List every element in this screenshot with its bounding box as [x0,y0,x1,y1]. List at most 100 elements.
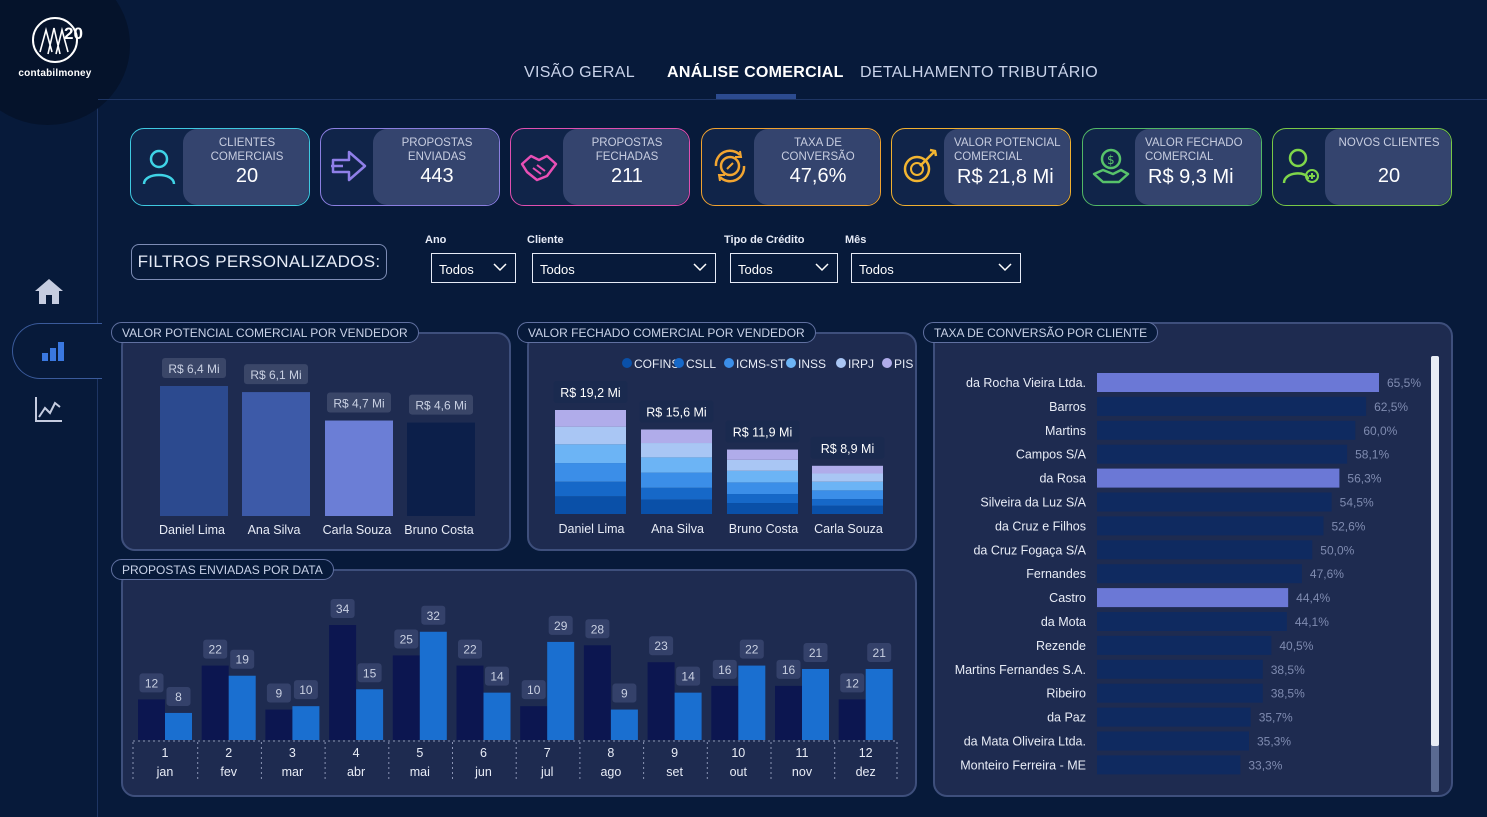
legend-label: PIS [894,357,913,371]
header-divider [98,99,1487,100]
potencial-label-bg [327,392,391,413]
propostas-data-label: 22 [463,643,477,657]
propostas-label-bg [485,666,509,686]
conversao-client-label: da Rocha Vieira Ltda. [966,376,1086,390]
conversao-data-label: 58,1% [1355,448,1389,462]
fechado-segment [555,410,626,427]
propostas-label-bg [739,639,764,659]
propostas-label-bg [357,663,382,683]
kpi-novos-clientes: NOVOS CLIENTES 20 [1272,128,1452,206]
tab-visao-geral[interactable]: VISÃO GERAL [524,64,635,81]
propostas-bar [292,706,320,740]
conversao-client-label: da Paz [1047,711,1086,725]
propostas-label-bg [521,680,546,700]
propostas-data-label: 32 [427,609,441,623]
conversao-client-label: Campos S/A [1016,448,1087,462]
conversao-bar [1097,612,1287,631]
fechado-segment [727,503,798,514]
propostas-month-number: 7 [544,746,551,760]
propostas-data-label: 22 [209,643,223,657]
conversao-data-label: 50,0% [1320,543,1354,557]
panel-propostas-data [121,569,917,797]
kpi-clientes-comerciais: CLIENTES COMERCIAIS 20 [130,128,310,206]
filter-tipo-credito-select[interactable]: Todos [730,253,838,283]
propostas-bar [802,668,829,740]
potencial-category-label: Carla Souza [323,523,392,537]
fechado-segment [555,426,626,445]
conversao-client-label: da Cruz e Filhos [995,519,1086,533]
conversao-bar [1097,659,1263,679]
potencial-data-label: R$ 4,7 Mi [333,397,384,411]
propostas-label-bg [776,659,801,679]
fechado-segment [641,443,712,458]
active-tab-indicator [716,94,796,99]
sidebar-item-trend[interactable] [0,384,98,434]
tab-analise-comercial[interactable]: ANÁLISE COMERCIAL [667,64,844,81]
fechado-segment [727,494,798,504]
fechado-segment [641,457,712,473]
add-user-icon [1282,148,1319,184]
conversao-client-label: Castro [1049,591,1086,605]
propostas-label-bg [676,666,701,686]
fechado-label-bg [810,436,885,459]
conversao-bar [1097,564,1302,584]
sidebar: 20 contabilmoney [0,0,130,817]
kpi-propostas-fechadas: PROPOSTAS FECHADAS 211 [510,128,690,206]
user-icon [142,149,176,185]
fechado-segment [555,496,626,514]
propostas-data-label: 10 [527,683,541,697]
sidebar-item-home[interactable] [0,266,98,316]
conversao-bar [1097,468,1340,488]
kpi-valor-potencial: VALOR POTENCIAL COMERCIAL R$ 21,8 Mi [891,128,1071,206]
brand-logo[interactable]: 20 contabilmoney [10,16,100,79]
conversao-bar [1097,540,1313,560]
propostas-label-bg [203,639,228,659]
potencial-data-label: R$ 4,6 Mi [415,399,466,413]
legend-label: INSS [798,357,826,371]
propostas-bar [674,692,702,740]
fechado-data-label: R$ 19,2 Mi [560,386,620,400]
propostas-data-label: 21 [809,646,823,660]
propostas-data-label: 29 [554,619,568,633]
propostas-label-bg [230,649,255,669]
conversao-client-label: Martins Fernandes S.A. [955,663,1086,677]
conversao-client-label: da Cruz Fogaça S/A [973,543,1086,557]
conversao-scrollbar-thumb[interactable] [1431,356,1439,746]
propostas-data-label: 19 [236,653,250,667]
sidebar-item-analise[interactable] [12,323,102,379]
filter-mes-select[interactable]: Todos [851,253,1021,283]
fechado-category-label: Daniel Lima [558,522,624,536]
fechado-segment [812,473,883,482]
filter-cliente-select[interactable]: Todos [532,253,716,283]
propostas-data-label: 14 [681,670,695,684]
bar-chart-icon [41,342,64,361]
propostas-bar [483,692,511,740]
propostas-bar [865,668,893,740]
propostas-data-label: 34 [336,602,350,616]
potencial-label-bg [244,364,308,385]
fechado-segment [727,449,798,460]
propostas-label-bg [293,680,318,700]
conversao-data-label: 40,5% [1279,639,1313,653]
propostas-month-number: 11 [796,746,809,760]
fechado-segment [727,470,798,483]
fechado-segment [555,481,626,497]
potencial-bar [160,386,228,516]
conversao-client-label: Rezende [1036,639,1086,653]
propostas-data-label: 9 [276,687,283,701]
propostas-month-number: 1 [162,746,169,760]
filters-title-button[interactable]: FILTROS PERSONALIZADOS: [131,244,387,280]
propostas-data-label: 15 [363,666,377,680]
propostas-month-name: set [666,765,683,779]
panel-title-taxa-conversao: TAXA DE CONVERSÃO POR CLIENTE [923,322,1159,343]
propostas-label-bg [840,673,865,693]
filter-ano-select[interactable]: Todos [431,253,516,283]
tab-detalhamento-tributario[interactable]: DETALHAMENTO TRIBUTÁRIO [860,64,1099,81]
propostas-data-label: 8 [175,690,182,704]
conversao-data-label: 38,5% [1271,687,1305,701]
propostas-month-number: 4 [353,746,360,760]
svg-text:$: $ [1107,153,1115,167]
potencial-category-label: Bruno Costa [404,523,474,537]
legend-swatch [674,358,684,368]
